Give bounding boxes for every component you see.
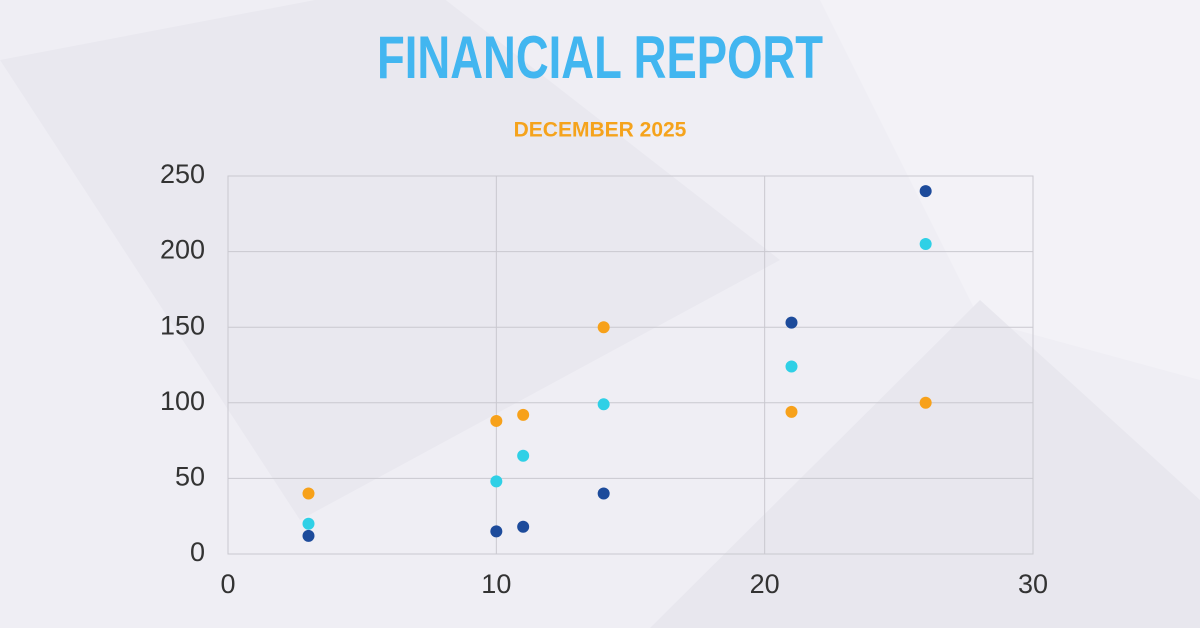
bg-shape: [820, 0, 1200, 380]
point: [597, 487, 610, 500]
point: [302, 517, 315, 530]
point: [597, 321, 610, 334]
y-tick-label: 0: [190, 537, 205, 567]
bg-shape: [0, 0, 780, 520]
grid: [227, 175, 1034, 555]
point: [597, 398, 610, 411]
point: [517, 408, 530, 421]
y-tick-label: 50: [175, 462, 205, 492]
point: [785, 405, 798, 418]
y-tick-label: 150: [160, 310, 205, 340]
x-tick-label: 20: [750, 569, 780, 599]
point: [517, 520, 530, 533]
point: [919, 396, 932, 409]
y-tick-label: 200: [160, 235, 205, 265]
x-tick-label: 10: [481, 569, 511, 599]
point: [785, 360, 798, 373]
point: [517, 449, 530, 462]
point: [785, 316, 798, 329]
point: [302, 529, 315, 542]
point: [490, 475, 503, 488]
y-tick-label: 100: [160, 386, 205, 416]
bg-shape: [650, 300, 1200, 628]
point: [302, 487, 315, 500]
point: [490, 414, 503, 427]
point: [919, 238, 932, 251]
marks: [302, 185, 932, 542]
point: [490, 525, 503, 538]
point: [919, 185, 932, 198]
y-tick-label: 250: [160, 159, 205, 189]
x-tick-label: 0: [220, 569, 235, 599]
chart-subtitle: DECEMBER 2025: [514, 119, 687, 142]
x-tick-label: 30: [1018, 569, 1048, 599]
chart-title: FINANCIAL REPORT: [377, 24, 823, 91]
